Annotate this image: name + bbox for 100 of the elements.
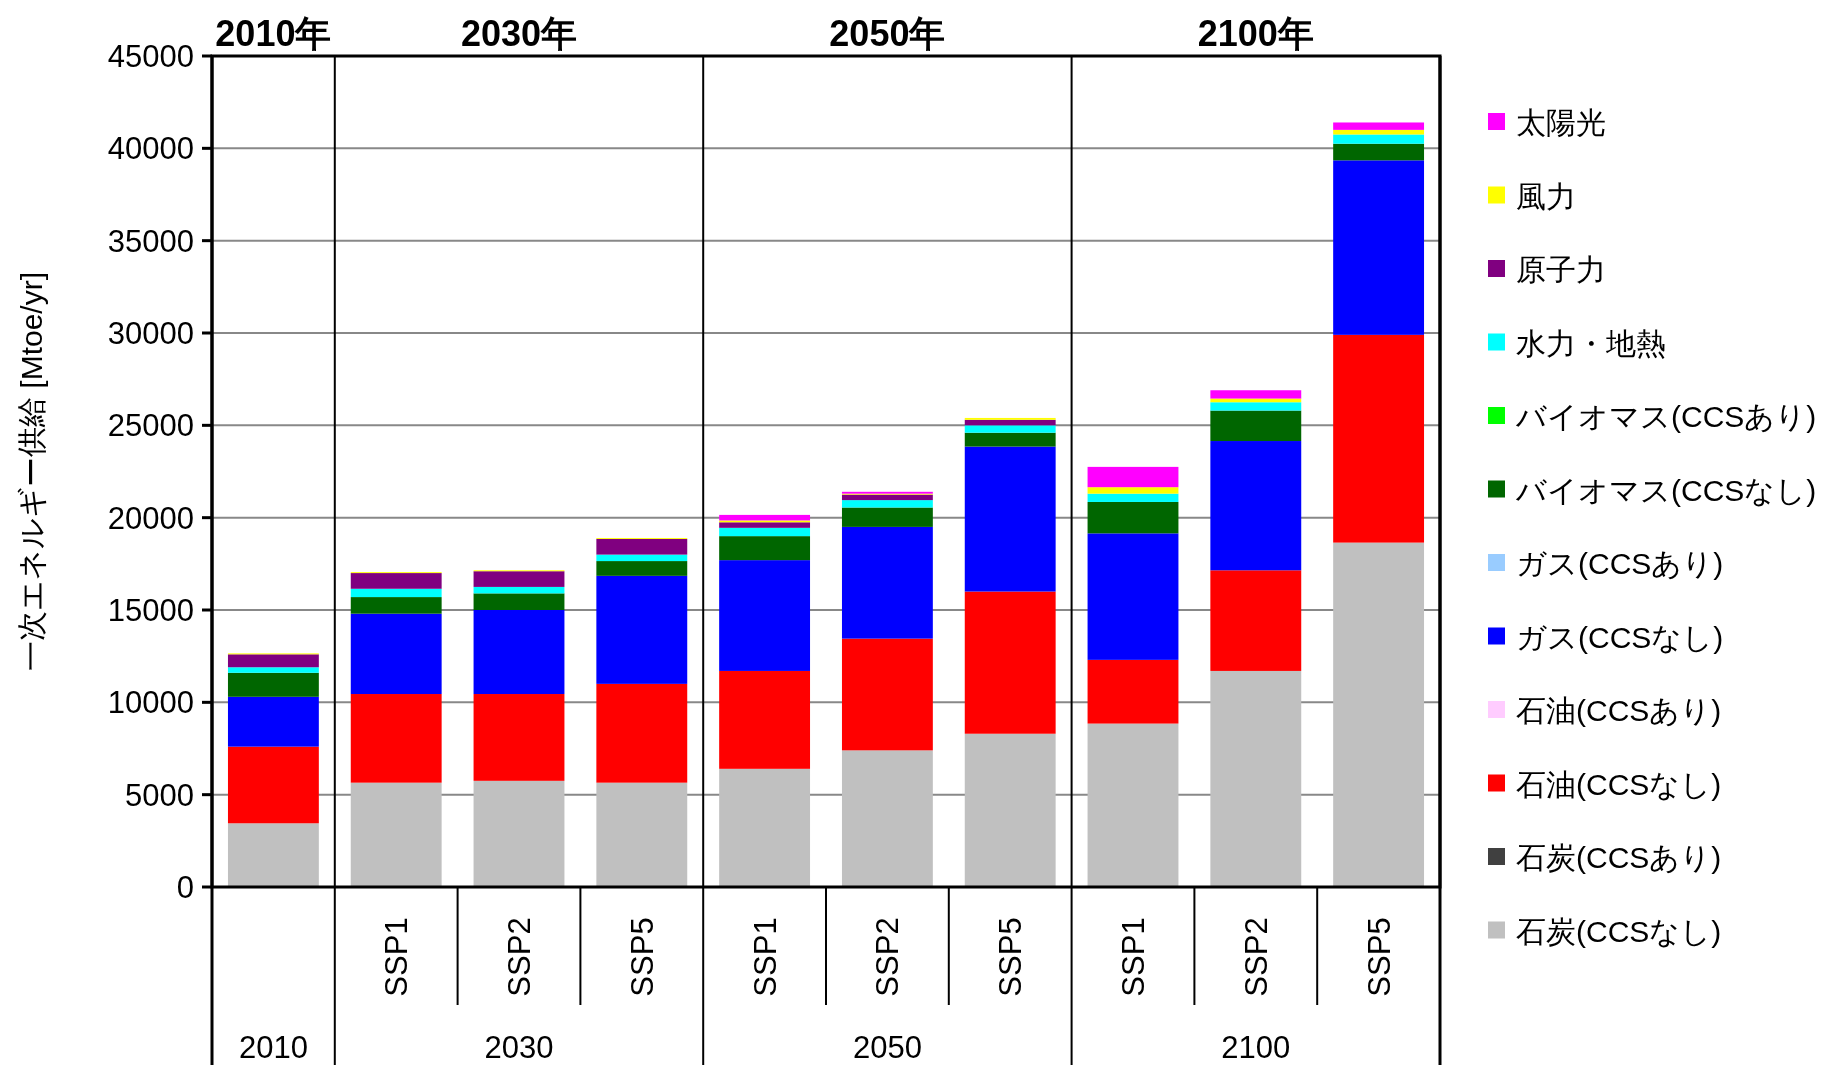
y-axis-title: 一次エネルギー供給 [Mtoe/yr] [15,271,48,672]
y-tick-label: 35000 [107,223,194,259]
bar [841,638,933,751]
bar [596,561,688,576]
bar [227,667,319,673]
bar [841,507,933,527]
bar [1087,659,1179,724]
x-tick-label: SSP5 [1361,917,1397,997]
text: 2100 [1221,1030,1291,1065]
bar [964,446,1056,592]
bar [350,597,442,614]
legend-label: ガス(CCSあり) [1516,547,1724,580]
bar [719,768,811,887]
bar [1087,487,1179,494]
bar [719,514,811,521]
legend-label: バイオマス(CCSなし) [1515,473,1817,507]
text: 2100年 [1197,13,1314,54]
legend-label: 石油(CCSあり) [1516,694,1722,727]
legend-label: 石炭(CCSなし) [1516,914,1722,948]
x-tick-label: SSP1 [747,917,783,997]
x-tick-label: SSP2 [870,917,906,997]
bar [719,522,811,528]
bar [350,588,442,598]
bar [596,554,688,562]
bar [1210,670,1302,887]
bar [1333,542,1425,887]
bar [596,782,688,887]
bar [473,586,565,594]
y-tick-label: 15000 [107,593,194,628]
bar [1087,466,1179,488]
bar [1087,533,1179,660]
bar [227,696,319,747]
y-tick-label: 30000 [107,316,194,351]
x-tick-label: SSP1 [379,917,415,997]
legend-label: 風力 [1516,179,1576,213]
bar [719,670,811,769]
y-tick-label: 5000 [125,777,194,813]
x-tick-label: SSP5 [624,917,660,997]
bar [719,560,811,671]
bar [227,823,319,887]
legend-label: ガス(CCSなし) [1516,620,1724,654]
text: 2010 [238,1030,308,1065]
bar [841,494,933,501]
bar [841,750,933,887]
bar [841,526,933,639]
bar [473,780,565,887]
text: 2050 [852,1030,922,1065]
bar [1210,402,1302,411]
x-tick-label: SSP5 [993,917,1029,997]
bar [719,527,811,537]
bar [596,538,688,555]
bar [350,782,442,887]
text: 2030 [484,1030,554,1065]
bar [1210,410,1302,442]
bar [1210,570,1302,671]
bar [1210,441,1302,571]
x-tick-label: SSP2 [502,917,537,997]
y-tick-label: 25000 [107,408,194,444]
bar [1333,143,1425,161]
text: 2030年 [460,13,578,54]
y-tick-label: 0 [176,870,194,905]
bar [964,591,1056,734]
bar [964,419,1056,426]
legend-label: 水力・地熱 [1516,326,1666,360]
bar [964,432,1056,447]
bar [596,575,688,684]
y-tick-label: 40000 [107,131,194,167]
bar [719,536,811,561]
bar [350,573,442,589]
bar [350,694,442,783]
bar [1333,122,1425,130]
bar [1333,160,1425,335]
bar [473,593,565,610]
legend-label: 太陽光 [1516,106,1606,139]
legend-label: 石炭(CCSあり) [1516,841,1722,874]
bar [473,571,565,587]
bar [227,672,319,697]
x-tick-label: SSP2 [1238,917,1274,997]
bar [227,654,319,668]
y-tick-label: 20000 [107,500,194,536]
text: 2010年 [215,13,332,54]
bar [1210,390,1302,399]
y-tick-label: 45000 [107,39,194,74]
bar [350,613,442,695]
bar [1333,134,1425,144]
bar [1087,723,1179,887]
y-tick-label: 10000 [107,685,194,721]
bar [964,425,1056,433]
legend-label: バイオマス(CCSあり) [1515,400,1817,433]
bar [1087,501,1179,534]
bar [227,746,319,824]
bar [1333,334,1425,543]
legend-label: 原子力 [1516,253,1606,286]
bar [841,500,933,508]
bar [596,683,688,783]
x-tick-label: SSP1 [1116,917,1151,997]
bar [964,733,1056,887]
legend-label: 石油(CCSなし) [1516,767,1722,801]
bar [473,610,565,695]
bar [1087,493,1179,502]
